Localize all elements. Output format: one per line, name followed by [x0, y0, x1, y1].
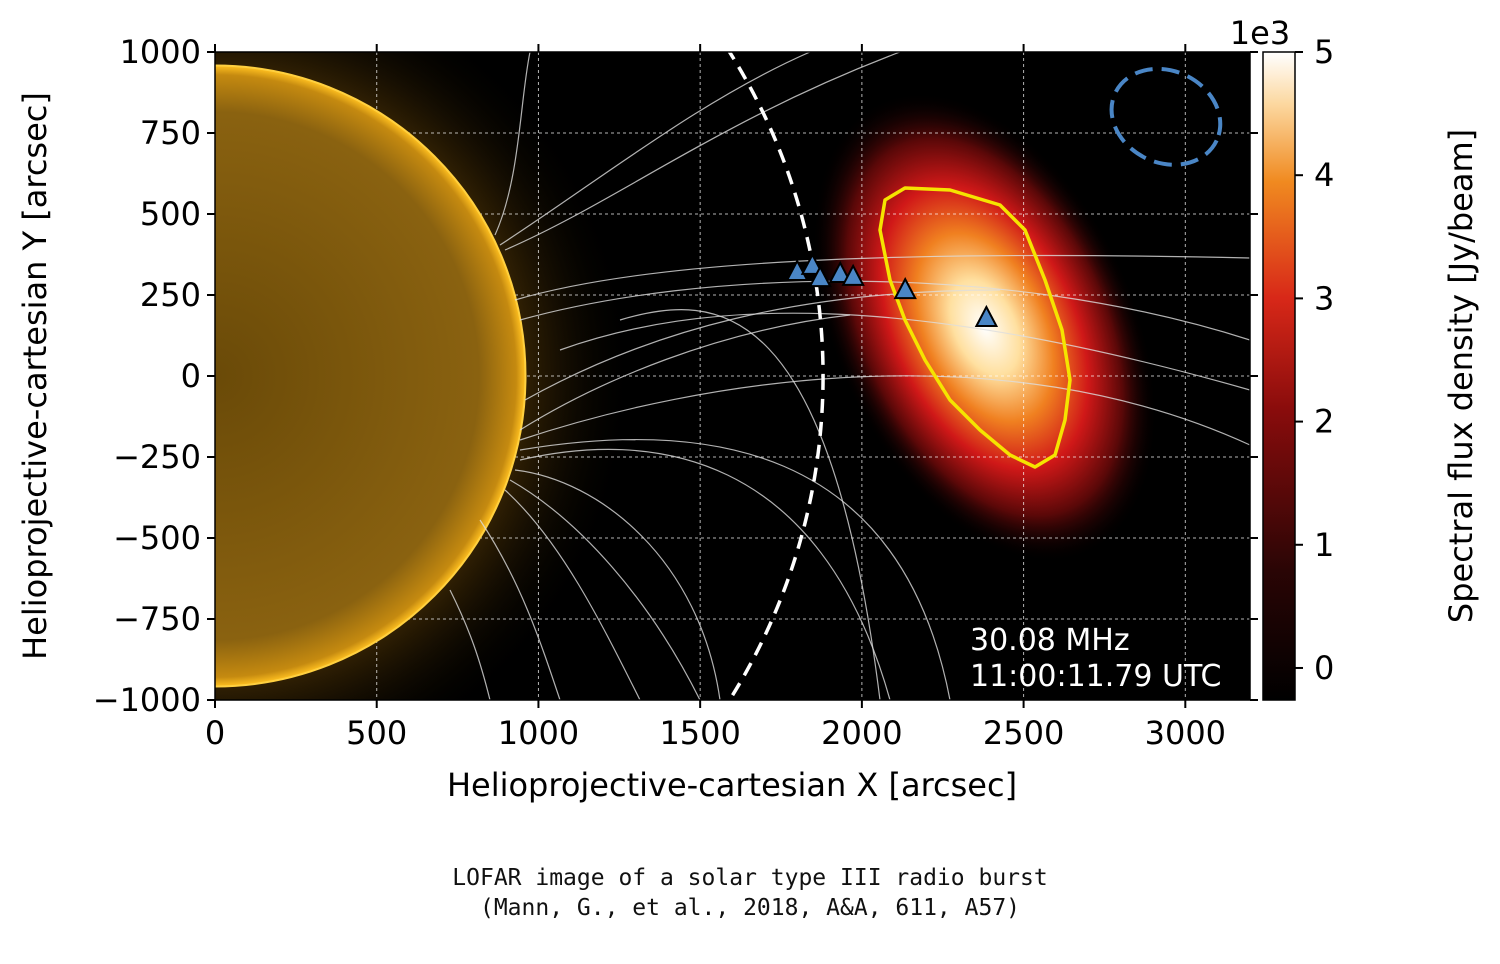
- time-label: 11:00:11.79 UTC: [970, 659, 1221, 694]
- colorbar-tick-label: 2: [1314, 403, 1334, 441]
- x-axis-label: Helioprojective-cartesian X [arcsec]: [447, 766, 1017, 804]
- field-line: [509, 479, 701, 700]
- y-tick-label: 750: [140, 114, 201, 152]
- field-line: [514, 469, 721, 700]
- dashed-circle: [727, 52, 825, 700]
- caption-line-2: (Mann, G., et al., 2018, A&A, 611, A57): [479, 895, 1021, 921]
- colorbar-multiplier: 1e3: [1230, 14, 1290, 52]
- colorbar-label: Spectral flux density [Jy/beam]: [1442, 129, 1480, 623]
- x-tick-label: 0: [205, 714, 225, 752]
- x-tick-label: 2500: [983, 714, 1064, 752]
- field-line: [504, 52, 901, 251]
- axis-ticks: 0 500 1000 1500 2000 2500 300010007505002500−2…: [93, 33, 1258, 752]
- sun-disk: [215, 64, 527, 688]
- field-line: [619, 309, 881, 700]
- y-axis-label: Helioprojective-cartesian Y [arcsec]: [16, 92, 54, 660]
- x-tick-label: 3000: [1145, 714, 1226, 752]
- markers: [785, 252, 999, 328]
- y-tick-label: 250: [140, 276, 201, 314]
- field-line: [559, 312, 1250, 391]
- colorbar-tick-label: 1: [1314, 526, 1334, 564]
- triangle-marker: [841, 263, 865, 286]
- colorbar-tick-label: 4: [1314, 156, 1334, 194]
- y-tick-label: −250: [113, 438, 201, 476]
- y-tick-label: 500: [140, 195, 201, 233]
- x-tick-label: 2000: [821, 714, 902, 752]
- triangle-marker: [808, 265, 832, 288]
- colorbar-tick-label: 3: [1314, 279, 1334, 317]
- y-tick-label: −1000: [93, 681, 201, 719]
- triangle-marker: [893, 276, 917, 300]
- field-line: [514, 254, 1250, 301]
- y-tick-label: 1000: [120, 33, 201, 71]
- colorbar-tick-label: 5: [1314, 33, 1334, 71]
- triangle-marker: [828, 260, 852, 283]
- field-line: [519, 448, 891, 700]
- field-line: [504, 489, 641, 700]
- x-tick-label: 1500: [659, 714, 740, 752]
- field-line: [519, 314, 851, 431]
- plot-area: 30.08 MHz 11:00:11.79 UTC: [215, 52, 1250, 700]
- field-line: [524, 289, 1001, 401]
- y-tick-label: −750: [113, 600, 201, 638]
- colorbar-ticks: 0 1 2 3 4 5: [1295, 33, 1334, 687]
- field-line: [479, 519, 561, 700]
- field-line: [494, 52, 531, 236]
- field-line: [449, 589, 491, 700]
- field-line: [519, 438, 951, 700]
- triangle-marker: [800, 252, 825, 275]
- caption-line-1: LOFAR image of a solar type III radio bu…: [452, 865, 1048, 891]
- y-tick-label: −500: [113, 519, 201, 557]
- y-tick-label: 0: [181, 357, 201, 395]
- triangle-marker: [785, 258, 809, 281]
- x-tick-label: 500: [346, 714, 407, 752]
- colorbar: [1262, 51, 1296, 701]
- frequency-label: 30.08 MHz: [970, 623, 1130, 658]
- flux-contour: [878, 186, 1072, 469]
- triangle-marker: [974, 304, 999, 328]
- field-line: [519, 375, 1250, 446]
- colorbar-tick-label: 0: [1314, 649, 1334, 687]
- x-tick-label: 1000: [498, 714, 579, 752]
- radio-source: [812, 92, 1157, 563]
- grid: [215, 52, 1250, 700]
- field-line: [499, 52, 811, 246]
